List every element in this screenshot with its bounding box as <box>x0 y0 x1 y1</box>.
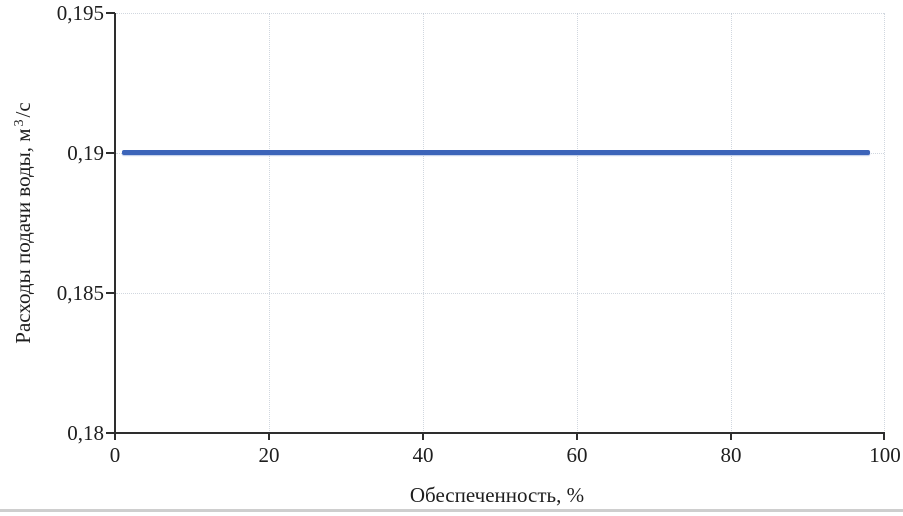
y-axis-tick <box>106 152 115 154</box>
y-tick-label: 0,185 <box>56 281 104 305</box>
gridline-horizontal-0195 <box>116 13 884 14</box>
y-axis-line <box>114 13 116 434</box>
series-line-flow-rate <box>122 150 870 155</box>
y-axis-tick <box>106 432 115 434</box>
gridline-vertical-100 <box>884 13 885 433</box>
x-tick-label: 20 <box>258 443 280 467</box>
x-axis-title: Обеспеченность, % <box>409 483 585 507</box>
x-axis-tick <box>576 433 578 440</box>
y-axis-title: Расходы подачи воды, м3/с <box>7 43 35 403</box>
y-tick-label: 0,195 <box>56 1 104 25</box>
x-tick-label: 80 <box>720 443 742 467</box>
x-axis-line <box>114 432 885 434</box>
gridline-vertical-80 <box>731 13 732 433</box>
x-axis-tick <box>883 433 885 440</box>
x-tick-label: 60 <box>566 443 588 467</box>
x-tick-label: 40 <box>412 443 434 467</box>
x-axis-tick <box>114 433 116 440</box>
gridline-vertical-20 <box>269 13 270 433</box>
x-axis-tick <box>268 433 270 440</box>
y-axis-title-superscript: 3 <box>12 119 27 127</box>
x-axis-tick <box>730 433 732 440</box>
y-axis-tick <box>106 292 115 294</box>
y-tick-label: 0,18 <box>67 421 104 445</box>
y-tick-label: 0,19 <box>67 141 104 165</box>
x-tick-label: 100 <box>869 443 901 467</box>
gridline-horizontal-0185 <box>116 293 884 294</box>
gridline-vertical-40 <box>423 13 424 433</box>
gridline-vertical-60 <box>577 13 578 433</box>
y-axis-title-suffix: /с <box>11 102 35 118</box>
x-tick-label: 0 <box>109 443 121 467</box>
y-axis-title-prefix: Расходы подачи воды, м <box>11 128 35 344</box>
y-axis-tick <box>106 12 115 14</box>
scan-artifact-line <box>0 509 903 512</box>
x-axis-tick <box>422 433 424 440</box>
